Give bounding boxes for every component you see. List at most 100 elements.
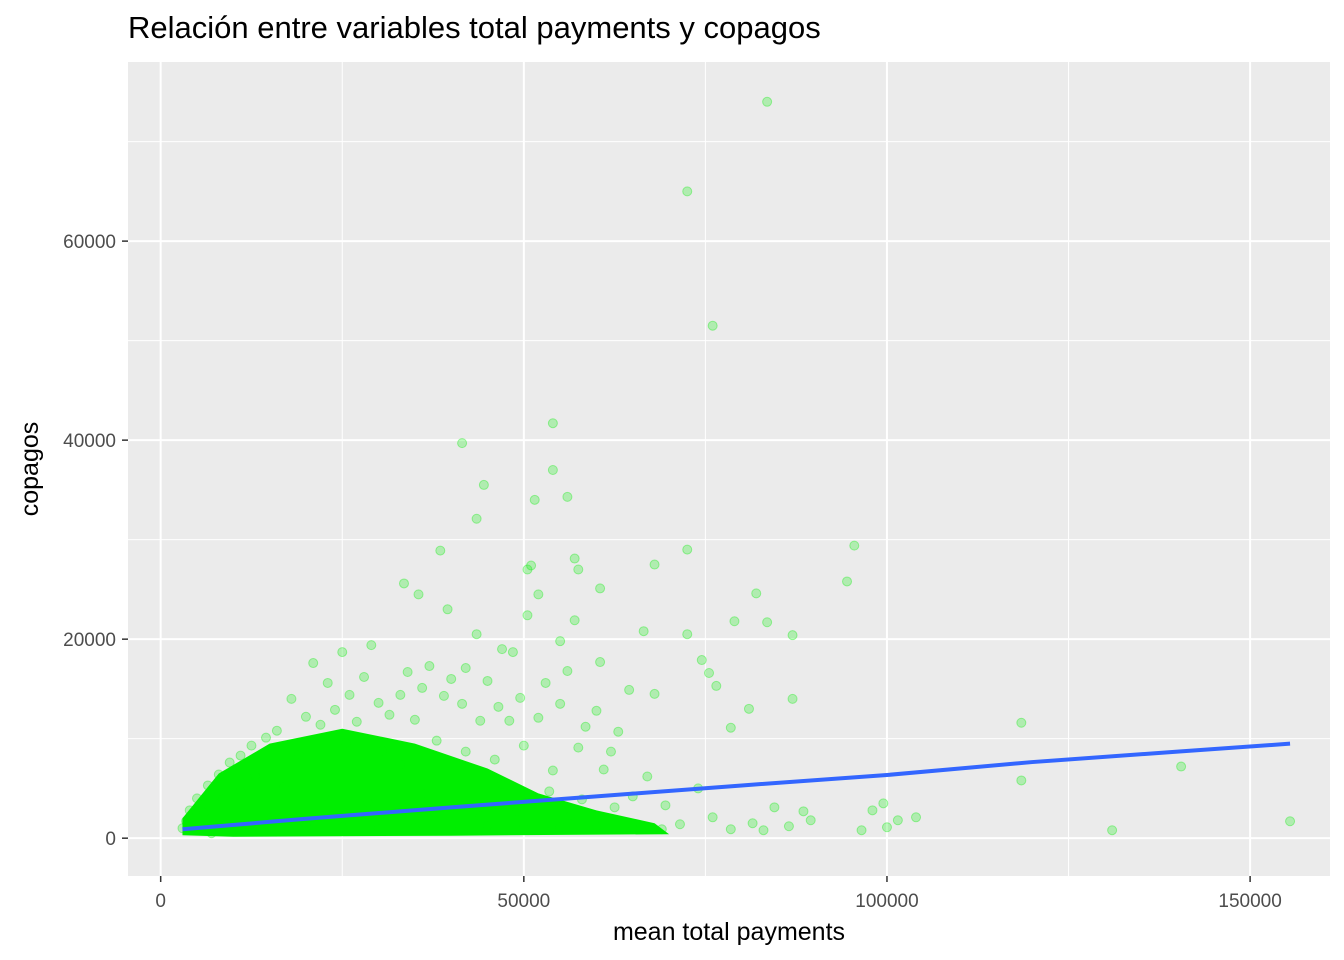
scatter-point [493,701,504,712]
scatter-point [362,797,373,808]
scatter-point [471,513,482,524]
scatter-point [199,807,210,818]
y-tick-label: 40000 [63,431,116,452]
scatter-point [515,692,526,703]
scatter-point [264,824,275,835]
scatter-point [446,673,457,684]
scatter-point [522,564,533,575]
scatter-point [725,722,736,733]
scatter-point [798,806,809,817]
scatter-point [762,617,773,628]
scatter-point [337,647,348,658]
trend-line-group [182,741,1291,832]
scatter-point [573,742,584,753]
scatter-point [424,661,435,672]
scatter-point [395,689,406,700]
scatter-point [707,320,718,331]
scatter-point [580,721,591,732]
scatter-point [217,794,228,805]
scatter-point [471,629,482,640]
scatter-point [482,821,493,832]
scatter-point [322,677,333,688]
scatter-point [783,821,794,832]
scatter-point [420,788,431,799]
scatter-point [696,655,707,666]
scatter-point [518,823,529,834]
scatter-point [649,559,660,570]
scatter-point [1285,816,1296,827]
scatter-point [228,826,239,837]
scatter-point [609,802,620,813]
scatter-point [729,616,740,627]
scatter-point [181,816,192,827]
scatter-point [660,800,671,811]
scatter-point [540,677,551,688]
x-axis-ticks: 0 50000 100000 150000 [155,876,1282,912]
scatter-point [398,578,409,589]
scatter-point [682,186,693,197]
scatter-point [762,96,773,107]
scatter-point [787,630,798,641]
y-tick-label: 20000 [63,630,116,651]
scatter-point [224,757,235,768]
scatter-point [497,779,508,790]
scatter-point [457,438,468,449]
scatter-point [402,667,413,678]
scatter-point [435,545,446,556]
scatter-point [489,754,500,765]
scatter-point [351,716,362,727]
chart-title: Relación entre variables total payments … [128,10,821,45]
scatter-point [250,770,261,781]
scatter-point [544,786,555,797]
scatter-point [743,703,754,714]
scatter-point [340,737,351,748]
scatter-point [457,698,468,709]
scatter-point [431,735,442,746]
scatter-point [682,629,693,640]
scatter-point [526,560,537,571]
scatter-point [319,791,330,802]
major-gridlines [128,62,1330,876]
x-tick-label: 100000 [855,891,918,912]
scatter-point [547,765,558,776]
scatter-point [642,771,653,782]
scatter-point [497,644,508,655]
scatter-point [569,615,580,626]
scatter-point [504,715,515,726]
scatter-point [598,764,609,775]
scatter-point [475,811,486,822]
scatter-point [202,780,213,791]
x-tick-label: 150000 [1218,891,1281,912]
scatter-point [591,705,602,716]
y-axis-ticks: 0 20000 40000 60000 [63,232,128,850]
scatter-point [711,680,722,691]
scatter-point [878,798,889,809]
x-tick-label: 50000 [497,891,550,912]
scatter-point [881,822,892,833]
scatter-point [707,812,718,823]
scatter-point [704,667,715,678]
scatter-point [911,812,922,823]
scatter-point [279,781,290,792]
scatter-point [184,805,195,816]
scatter-point [591,821,602,832]
scatter-point [892,815,903,826]
scatter-point [337,822,348,833]
scatter-point [595,657,606,668]
scatter-point [482,675,493,686]
scatter-point [300,821,311,832]
scatter-point [460,663,471,674]
scatter-point [566,810,577,821]
scatter-point [260,732,271,743]
scatter-point [555,822,566,833]
scatter-point [359,671,370,682]
scatter-point [507,647,518,658]
scatter-point [417,682,428,693]
scatter-point [674,819,685,830]
scatter-point [624,684,635,695]
scatter-point [751,588,762,599]
scatter-point [293,749,304,760]
scatter-point [856,825,867,836]
scatter-point [384,709,395,720]
